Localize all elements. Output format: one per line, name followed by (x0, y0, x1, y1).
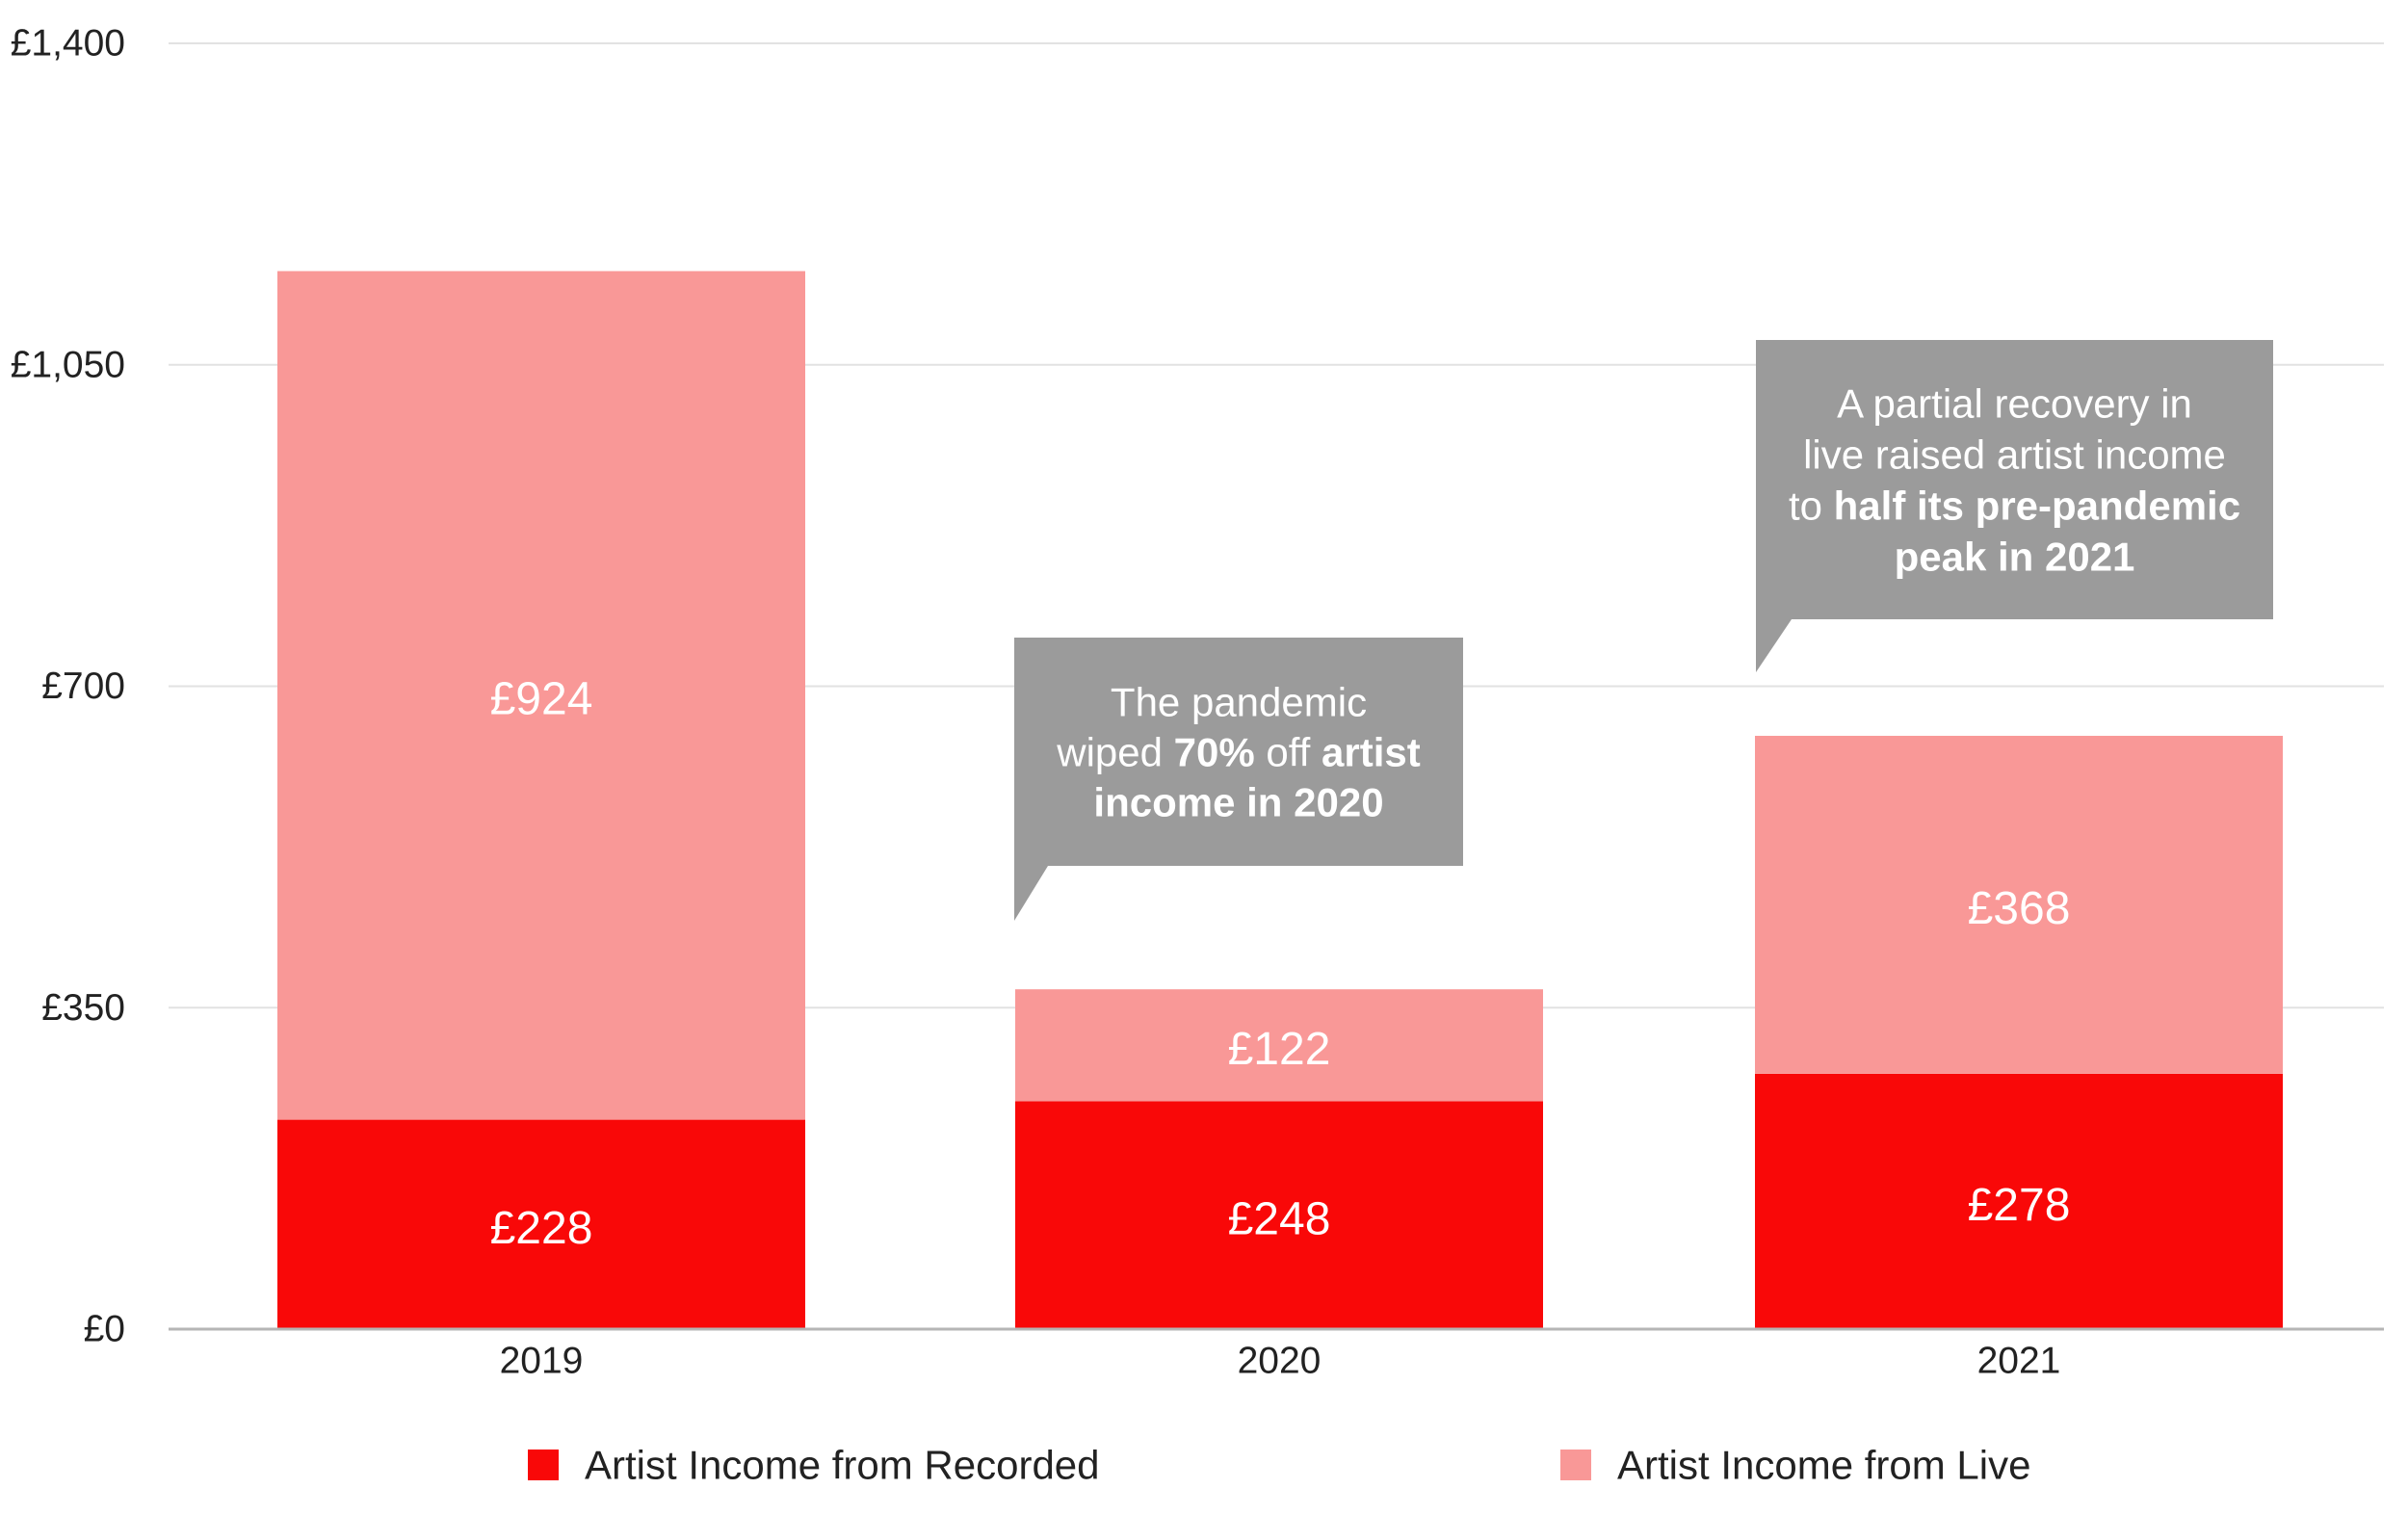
callout-text-bold: 70% (1174, 729, 1255, 774)
bar-segment (1755, 1073, 2283, 1329)
callout-text-line: live raised artist income (1803, 431, 2226, 477)
y-tick-label: £350 (41, 987, 125, 1029)
callout-pointer (1014, 866, 1048, 921)
y-tick-label: £1,050 (11, 344, 125, 385)
callout-text-bold: half its pre-pandemic (1834, 483, 2240, 528)
callout-text-line: peak in 2021 (1895, 534, 2135, 579)
callout-text-line: income in 2020 (1093, 779, 1383, 824)
y-tick-label: £1,400 (11, 23, 125, 65)
bar-value-label: £122 (1228, 1024, 1331, 1075)
bar-segment (1015, 1101, 1543, 1329)
callout-text-line: A partial recovery in (1837, 380, 2192, 426)
callout-text-span: to (1789, 483, 1834, 528)
y-tick-label: £0 (84, 1309, 125, 1350)
callout-box (1014, 638, 1463, 866)
callout-text-line: to half its pre-pandemic (1789, 483, 2240, 528)
x-tick-label: 2020 (1238, 1341, 1322, 1382)
bar-value-label: £248 (1228, 1193, 1331, 1244)
callout-text-bold: income in 2020 (1093, 779, 1383, 824)
x-tick-label: 2019 (500, 1341, 584, 1382)
y-tick-label: £700 (41, 666, 125, 707)
bar-segment (1015, 989, 1543, 1102)
bar-value-label: £228 (490, 1203, 593, 1254)
callout-text-span: off (1255, 729, 1322, 774)
legend-label: Artist Income from Live (1617, 1443, 2030, 1488)
callout-text-span: live raised artist income (1803, 431, 2226, 477)
callout-text-bold: artist (1322, 729, 1421, 774)
bar-value-label: £368 (1968, 883, 2071, 934)
callout-text-bold: peak in 2021 (1895, 534, 2135, 579)
bar-segment (277, 271, 805, 1120)
callout-text-span: The pandemic (1111, 679, 1367, 724)
callout-text-line: wiped 70% off artist (1056, 729, 1420, 774)
legend-swatch (1560, 1450, 1591, 1480)
legend-swatch (528, 1450, 559, 1480)
bar-value-label: £278 (1968, 1180, 2071, 1231)
x-tick-label: 2021 (1977, 1341, 2061, 1382)
bar-value-label: £924 (490, 674, 593, 725)
legend-label: Artist Income from Recorded (585, 1443, 1100, 1488)
callout-pointer (1756, 619, 1792, 672)
callout-box (1756, 340, 2273, 619)
bar-segment (1755, 735, 2283, 1074)
bar-segment (277, 1119, 805, 1329)
callout-text-line: The pandemic (1111, 679, 1367, 724)
callout-text-span: A partial recovery in (1837, 380, 2192, 426)
callout-text-span: wiped (1056, 729, 1173, 774)
